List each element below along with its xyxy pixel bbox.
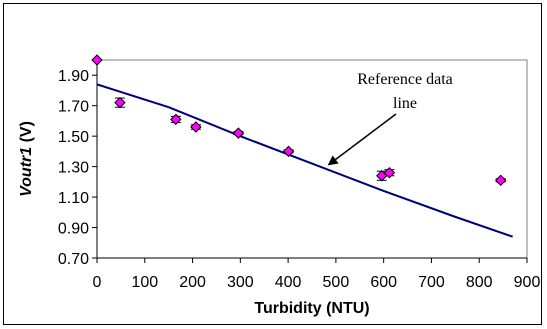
data-point-marker bbox=[91, 54, 103, 66]
data-point-marker bbox=[232, 127, 245, 139]
x-tick-label: 400 bbox=[275, 274, 302, 291]
data-point-marker bbox=[114, 96, 126, 109]
y-axis-title: Voutr1 (V) bbox=[18, 121, 35, 197]
x-ticks: 0 100 200 300 400 500 600 700 800 900 bbox=[93, 258, 541, 291]
y-tick-label: 1.90 bbox=[58, 68, 89, 85]
data-points-group bbox=[91, 54, 507, 187]
x-tick-label: 600 bbox=[370, 274, 397, 291]
data-point-marker bbox=[383, 167, 396, 179]
data-point-marker bbox=[170, 113, 182, 126]
plot-area bbox=[96, 59, 528, 259]
reference-data-line bbox=[96, 83, 513, 238]
data-point-marker bbox=[190, 121, 202, 133]
x-tick-label: 700 bbox=[418, 274, 445, 291]
x-tick-label: 200 bbox=[179, 274, 206, 291]
y-tick-label: 1.50 bbox=[58, 129, 89, 146]
y-axis-title-unit: (V) bbox=[18, 121, 35, 147]
x-tick-label: 900 bbox=[514, 274, 541, 291]
plot-area-group bbox=[96, 59, 528, 259]
y-tick-label: 1.30 bbox=[58, 160, 89, 177]
reference-line-group bbox=[96, 83, 513, 238]
x-tick-label: 800 bbox=[466, 274, 493, 291]
x-axis-title: Turbidity (NTU) bbox=[254, 300, 369, 317]
y-axis-title-quantity: Voutr1 bbox=[18, 147, 35, 197]
x-tick-label: 500 bbox=[323, 274, 350, 291]
annotation-arrow bbox=[327, 113, 397, 166]
annotation-text-line-2: line bbox=[393, 95, 417, 112]
axes bbox=[96, 60, 527, 259]
y-tick-label: 0.90 bbox=[58, 221, 89, 238]
x-tick-label: 300 bbox=[227, 274, 254, 291]
y-tick-label: 1.70 bbox=[58, 99, 89, 116]
data-point-marker bbox=[282, 145, 295, 158]
data-point-marker bbox=[495, 174, 507, 187]
annotation-group: Reference data line bbox=[327, 71, 453, 166]
y-tick-label: 0.70 bbox=[58, 251, 89, 268]
x-tick-label: 100 bbox=[131, 274, 158, 291]
y-ticks: 0.70 0.90 1.10 1.30 1.50 1.70 1.90 bbox=[58, 68, 97, 268]
y-tick-label: 1.10 bbox=[58, 190, 89, 207]
x-tick-label: 0 bbox=[93, 274, 102, 291]
annotation-text-line-1: Reference data bbox=[357, 71, 452, 88]
